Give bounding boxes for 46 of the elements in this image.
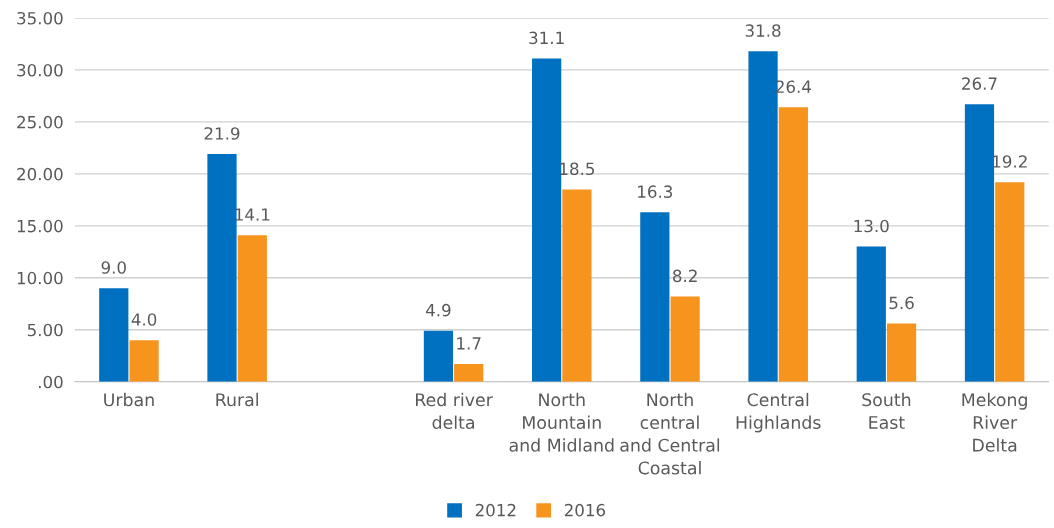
y-tick-label: 5.00: [27, 323, 63, 337]
x-tick-label: Urban: [104, 392, 154, 407]
x-tick-label: North central and Central Coastal: [620, 392, 720, 475]
bar: [423, 330, 454, 382]
y-tick-label: 35.00: [17, 11, 63, 25]
data-label: 4.0: [131, 313, 157, 326]
bar: [748, 51, 778, 382]
data-label: 16.3: [638, 185, 673, 198]
bar: [454, 364, 484, 382]
y-tick-label: 25.00: [17, 115, 63, 129]
bar: [964, 104, 995, 382]
x-tick-label: South East: [862, 392, 911, 430]
data-label: 1.7: [457, 337, 481, 350]
bar: [562, 189, 592, 382]
x-tick-label: North Mountain and Midland: [509, 392, 614, 452]
bar: [532, 58, 562, 382]
y-tick-label: 15.00: [17, 219, 63, 233]
bar: [778, 107, 808, 382]
x-tick-label: Central Highlands: [736, 392, 821, 433]
bar: [207, 154, 237, 382]
bar: [99, 288, 129, 382]
x-tick-label: Red river delta: [416, 392, 493, 430]
bar: [129, 340, 159, 382]
data-label: 31.8: [745, 24, 781, 37]
data-label: 31.1: [529, 31, 564, 45]
bar: [995, 182, 1025, 382]
x-tick-label: Rural: [216, 392, 258, 407]
legend-label: 2012: [475, 503, 516, 517]
y-tick-label: 30.00: [17, 63, 63, 77]
bar: [670, 296, 700, 382]
data-label: 9.0: [101, 261, 126, 274]
data-label: 13.0: [854, 219, 889, 233]
y-tick-label: 10.00: [17, 271, 63, 285]
bar: [856, 246, 886, 382]
legend-label: 2016: [564, 503, 606, 517]
x-tick-label: Mekong River Delta: [962, 392, 1027, 452]
y-tick-label: .00: [39, 375, 63, 389]
data-label: 26.7: [962, 77, 997, 90]
data-label: 4.9: [425, 303, 451, 317]
data-label: 5.6: [889, 296, 914, 310]
bar: [640, 212, 670, 382]
bar: [237, 235, 267, 382]
y-tick-label: 20.00: [17, 167, 63, 181]
data-label: 21.9: [204, 127, 240, 140]
data-label: 8.2: [673, 269, 697, 283]
bar: [886, 323, 917, 382]
